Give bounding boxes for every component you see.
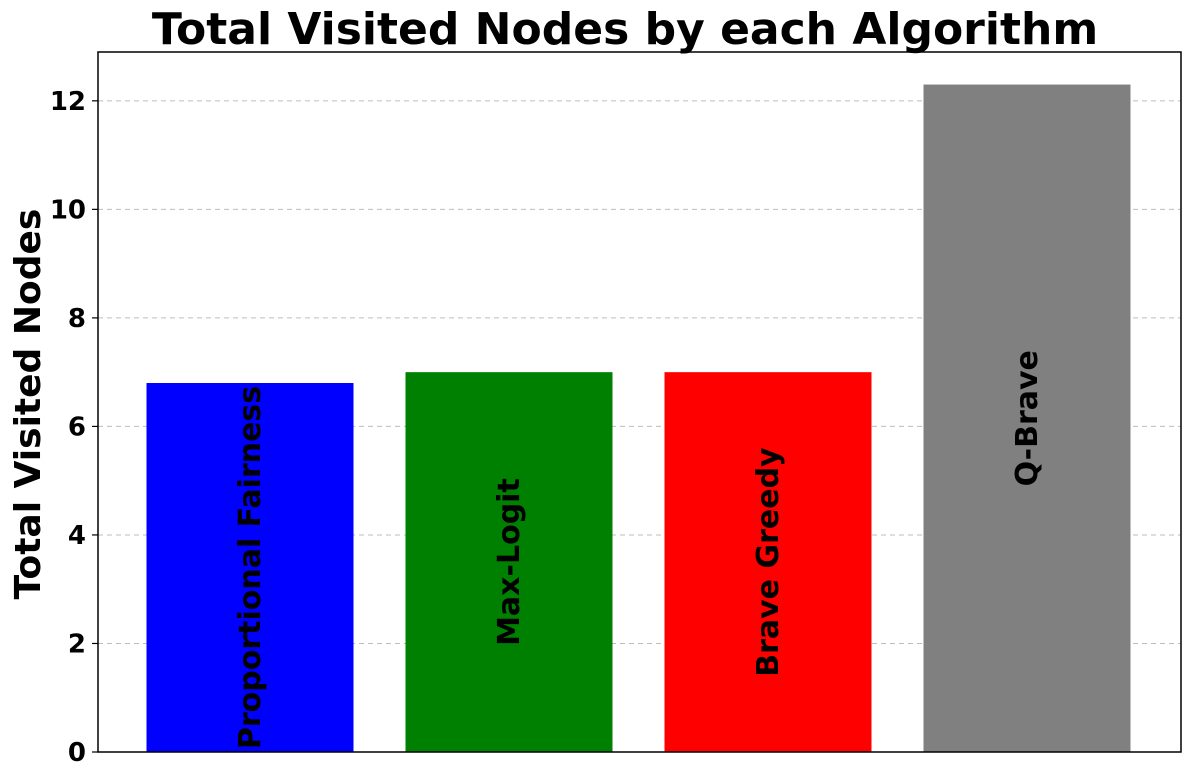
y-tick-label: 8	[68, 304, 86, 334]
bar-label: Proportional Fairness	[233, 386, 268, 749]
y-tick-label: 10	[50, 195, 86, 225]
y-tick-label: 0	[68, 738, 86, 768]
bar-max-logit	[405, 372, 613, 752]
bar-label: Max-Logit	[492, 478, 527, 646]
y-tick-label: 4	[68, 521, 86, 551]
bar-brave-greedy	[664, 372, 872, 752]
bars	[146, 84, 1131, 753]
bar-labels: Proportional Fairness Max-Logit Brave Gree…	[233, 350, 1045, 749]
y-tick-label: 12	[50, 87, 86, 117]
y-tick-label: 2	[68, 629, 86, 659]
y-tick-label: 6	[68, 412, 86, 442]
chart-title: Total Visited Nodes by each Algorithm	[152, 4, 1098, 55]
bar-proportional-fairness	[146, 383, 354, 752]
plot-frame	[97, 51, 1182, 753]
bar-label: Brave Greedy	[751, 447, 786, 677]
y-axis-label: Total Visited Nodes	[8, 209, 49, 600]
y-axis-ticks: 0 2 4 6 8 10 12	[50, 87, 98, 768]
bar-q-brave	[923, 84, 1131, 753]
bar-label: Q-Brave	[1010, 350, 1045, 486]
